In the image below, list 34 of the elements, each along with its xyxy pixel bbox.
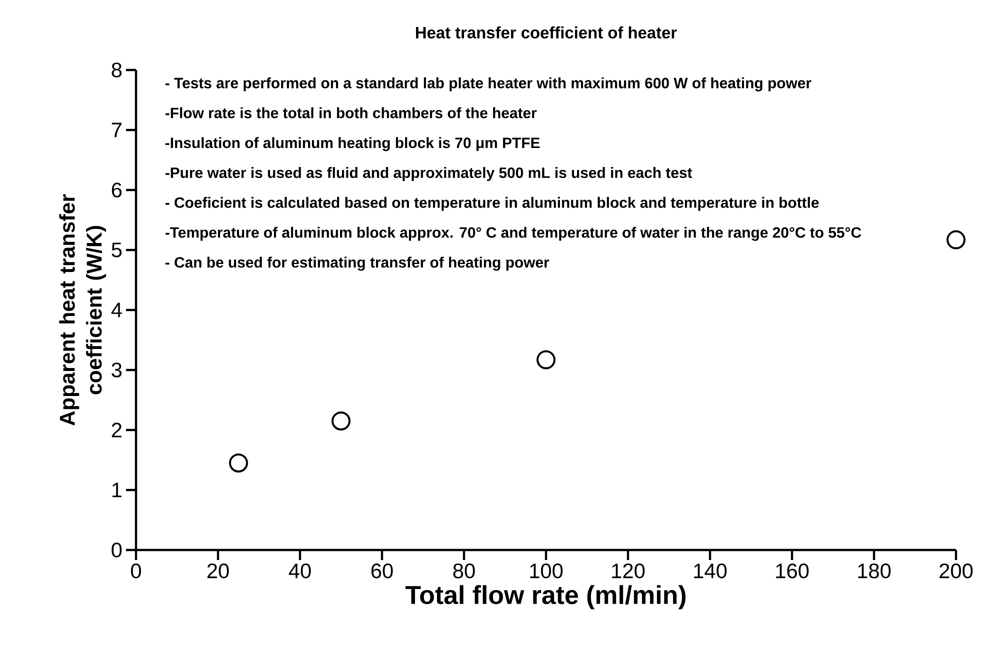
x-tick-label: 120	[612, 564, 645, 578]
annotation: -Pure water is used as fluid and approximately 500 mL is used in each test	[165, 167, 692, 181]
x-tick-label: 160	[776, 564, 809, 578]
x-tick-label: 20	[207, 564, 229, 578]
y-tick-label: 4	[111, 302, 122, 318]
x-tick-label: 200	[940, 564, 973, 578]
x-tick-label: 80	[453, 564, 475, 578]
annotation: -Temperature of aluminum block approx. 70° C and temperature of water in the range 20°C to 55°C	[165, 226, 862, 241]
annotation: - Tests are performed on a standard lab plate heater with maximum 600 W of heating power	[165, 77, 812, 92]
y-tick-label: 1	[112, 482, 122, 498]
x-tick-label: 60	[371, 564, 393, 578]
chart-title: Heat transfer coefficient of heater	[416, 26, 677, 38]
x-tick-label: 0	[131, 564, 142, 578]
annotation: -Insulation of aluminum heating block is 70 μm PTFE	[165, 137, 540, 152]
point	[946, 230, 966, 250]
annotation: - Can be used for estimating transfer of heating power	[165, 256, 550, 271]
x-tick-label: 40	[288, 564, 311, 578]
y-tick-label: 6	[112, 182, 122, 198]
annotation: - Coeficient is calculated based on temperature in aluminum block and temperature in bottle	[165, 196, 819, 211]
y-tick-label: 3	[112, 362, 122, 378]
annotation: -Flow rate is the total in both chambers of the heater	[165, 107, 537, 118]
x-tick-label: 180	[858, 564, 891, 578]
point	[536, 350, 556, 370]
x-tick-label: 100	[530, 564, 563, 578]
x-axis-title: Total flow rate (ml/min)	[406, 585, 686, 610]
y-axis-title: Apparent heat transfer coefficient (W/K)	[59, 194, 106, 426]
point	[332, 411, 351, 430]
y-tick-label: 2	[112, 422, 122, 438]
y-tick-label: 5	[112, 242, 122, 258]
y-tick-label: 0	[112, 542, 122, 558]
y-tick-label: 8	[112, 62, 122, 78]
x-tick-label: 140	[694, 564, 727, 578]
point	[229, 453, 248, 472]
y-tick-label: 7	[112, 122, 122, 138]
